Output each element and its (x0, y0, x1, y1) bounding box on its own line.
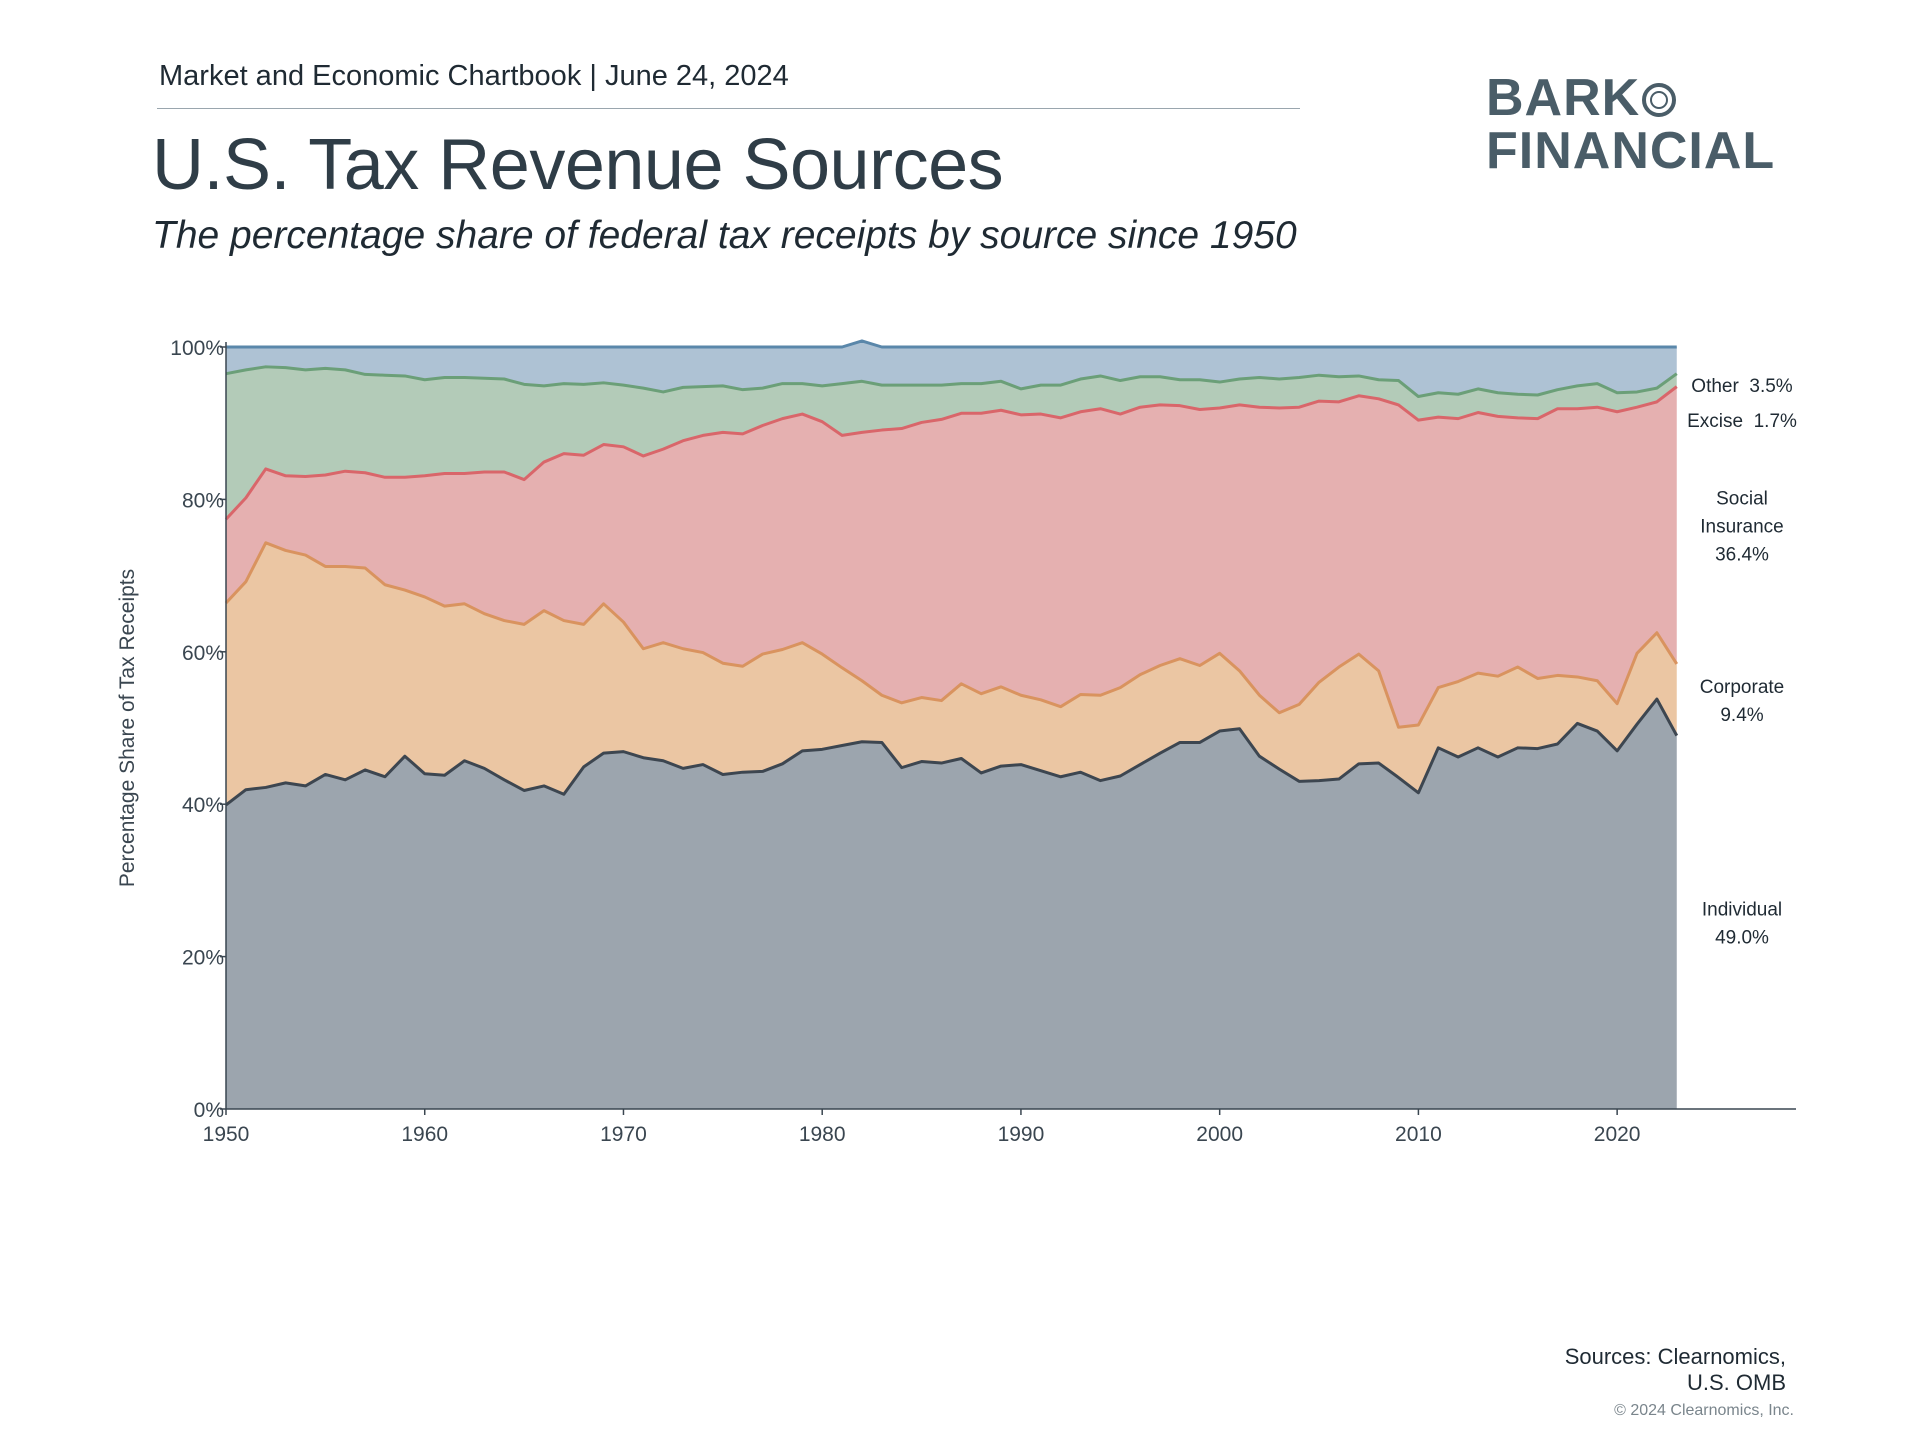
line-other (226, 339, 1677, 349)
y-tick-label: 100% (170, 337, 224, 360)
line-individual (225, 697, 1679, 807)
chartbook-header: Market and Economic Chartbook | June 24,… (159, 60, 789, 92)
series-label-social-insurance: Insurance (1700, 516, 1783, 537)
x-tick-label: 1990 (998, 1123, 1045, 1146)
line-excise (225, 365, 1678, 399)
series-label-corporate: 9.4% (1720, 705, 1763, 726)
line-social-insurance (224, 385, 1678, 521)
page-subtitle: The percentage share of federal tax rece… (152, 214, 1297, 257)
y-tick-label: 40% (182, 794, 224, 817)
sources-line1: Sources: Clearnomics, (1564, 1344, 1786, 1369)
x-tick-label: 1960 (401, 1123, 448, 1146)
area-individual (226, 699, 1677, 1109)
series-label-individual: 49.0% (1715, 927, 1769, 948)
sources-line2: U.S. OMB (1686, 1370, 1786, 1395)
x-tick-label: 1970 (600, 1123, 647, 1146)
company-logo: BARK FINANCIAL (1486, 72, 1786, 178)
y-tick-label: 80% (182, 489, 224, 512)
y-axis-title: Percentage Share of Tax Receipts (116, 569, 139, 887)
x-tick-label: 1980 (799, 1123, 846, 1146)
logo-line1: BARK (1486, 69, 1641, 127)
page-title: U.S. Tax Revenue Sources (152, 125, 1004, 205)
y-tick-label: 60% (182, 642, 224, 665)
sources-note: Sources: Clearnomics, U.S. OMB (1565, 1344, 1786, 1396)
y-tick-label: 0% (194, 1099, 224, 1122)
x-tick-label: 2000 (1196, 1123, 1243, 1146)
series-label-other: Other 3.5% (1691, 376, 1792, 397)
series-label-individual: Individual (1702, 899, 1782, 920)
logo-line2: FINANCIAL (1486, 122, 1776, 180)
series-label-corporate: Corporate (1700, 677, 1785, 698)
x-tick-label: 2010 (1395, 1123, 1442, 1146)
line-corporate (224, 541, 1679, 729)
area-excise (226, 366, 1677, 520)
header-divider (157, 108, 1300, 109)
copyright-note: © 2024 Clearnomics, Inc. (1614, 1402, 1794, 1419)
series-label-excise: Excise 1.7% (1687, 411, 1797, 432)
area-social-insurance (226, 386, 1677, 728)
x-tick-label: 2020 (1594, 1123, 1641, 1146)
area-corporate (226, 542, 1677, 805)
x-tick-label: 1950 (203, 1123, 250, 1146)
logo-circle-icon (1642, 83, 1677, 117)
series-label-social-insurance: 36.4% (1715, 544, 1769, 565)
series-label-social-insurance: Social (1716, 488, 1768, 509)
y-tick-label: 20% (182, 947, 224, 970)
